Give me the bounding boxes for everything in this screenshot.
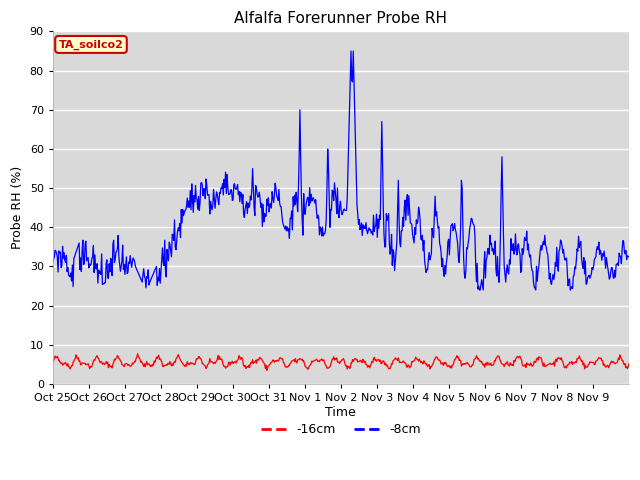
-16cm — [435, 357, 442, 362]
-8cm — [433, 218, 441, 224]
Legend: -16cm, -8cm: -16cm, -8cm — [256, 418, 426, 441]
-16cm — [134, 351, 141, 357]
X-axis label: Time: Time — [326, 406, 356, 419]
-8cm — [223, 191, 230, 196]
-8cm — [116, 268, 124, 274]
Text: TA_soilco2: TA_soilco2 — [59, 39, 124, 49]
-16cm — [275, 359, 282, 364]
-8cm — [49, 260, 57, 265]
-8cm — [273, 193, 280, 199]
-8cm — [476, 287, 483, 293]
Line: -8cm: -8cm — [53, 51, 629, 290]
-16cm — [625, 361, 633, 367]
-8cm — [347, 48, 355, 54]
-16cm — [116, 358, 124, 364]
-16cm — [252, 358, 259, 363]
Y-axis label: Probe RH (%): Probe RH (%) — [11, 166, 24, 249]
-8cm — [401, 197, 409, 203]
Title: Alfalfa Forerunner Probe RH: Alfalfa Forerunner Probe RH — [234, 11, 447, 26]
-16cm — [402, 360, 410, 366]
Line: -16cm: -16cm — [53, 354, 629, 370]
-16cm — [263, 367, 271, 373]
-16cm — [223, 364, 231, 370]
-16cm — [49, 359, 57, 365]
-8cm — [251, 213, 259, 218]
-8cm — [625, 254, 633, 260]
